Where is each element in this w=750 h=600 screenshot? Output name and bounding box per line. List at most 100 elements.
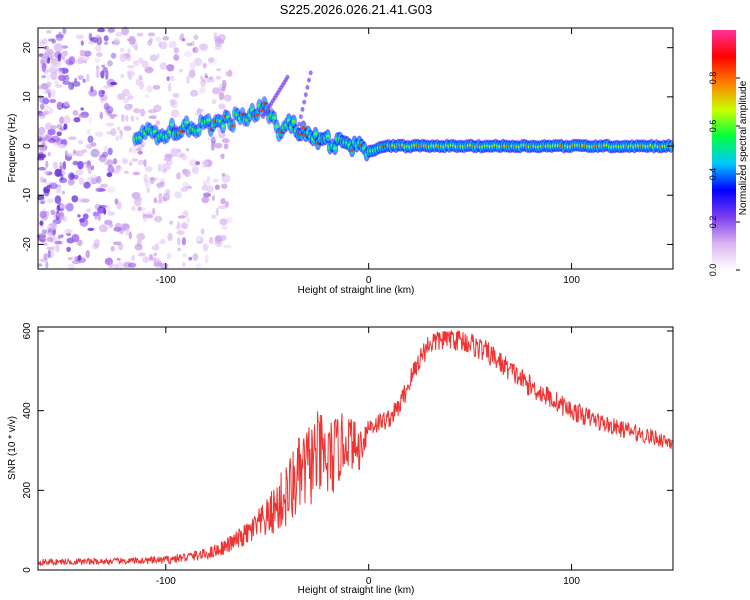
spectrogram-noise-blob <box>208 57 215 63</box>
spectrogram-noise-blob <box>45 261 49 269</box>
spectrogram-noise-blob <box>48 138 56 144</box>
spectrogram-noise-blob <box>168 82 172 92</box>
spectrogram-noise-blob <box>223 244 232 249</box>
spectrogram-noise-blob <box>184 51 193 58</box>
spectrogram-noise-blob <box>98 205 108 209</box>
ridge-core <box>138 135 143 139</box>
spectrogram-noise-blob <box>107 211 116 216</box>
snr-frame <box>37 326 674 571</box>
spectrogram-noise-blob <box>80 40 84 46</box>
spectrogram-noise-blob <box>63 123 68 130</box>
spectrogram-noise-blob <box>144 94 150 98</box>
spectrogram-noise-blob <box>39 41 44 47</box>
spectrogram-noise-blob <box>45 122 52 130</box>
spectrogram-noise-blob <box>99 224 108 233</box>
spectrogram-noise-blob <box>79 218 86 223</box>
spectrogram-noise-blob <box>206 185 214 193</box>
spectrogram-noise-blob <box>40 199 46 204</box>
spectrogram-noise-blob <box>157 163 162 173</box>
spectrogram-noise-blob <box>188 159 198 167</box>
spectrogram-noise-blob <box>145 214 154 219</box>
spectrogram-noise-blob <box>182 38 186 42</box>
spectrogram-noise-blob <box>159 62 167 70</box>
spectrogram-noise-blob <box>77 214 81 218</box>
spectrogram-noise-blob <box>116 257 121 261</box>
spectrogram-noise-blob <box>166 64 175 72</box>
spectrogram-noise-blob <box>89 175 99 184</box>
spectrogram-noise-blob <box>106 172 113 178</box>
spectrogram-noise-blob <box>56 204 60 213</box>
spectrogram-noise-blob <box>54 84 63 88</box>
spectrogram-noise-blob <box>186 217 190 224</box>
spectrogram-noise-blob <box>164 154 173 159</box>
spectrogram-noise-blob <box>87 165 92 174</box>
ridge-streak <box>285 74 290 80</box>
spectrogram-noise-blob <box>65 202 74 212</box>
spectrogram-noise-blob <box>105 122 115 127</box>
spectrogram-noise-blob <box>64 100 70 107</box>
ridge-core <box>169 122 174 127</box>
ridge-core <box>313 132 318 136</box>
spectrogram-noise-blob <box>59 127 65 131</box>
spectrogram-noise-blob <box>63 115 71 124</box>
spectrogram-noise-blob <box>125 52 132 62</box>
spectrogram-noise-blob <box>93 238 100 248</box>
spectrogram-noise-blob <box>68 172 75 181</box>
spectrogram-noise-blob <box>113 37 121 46</box>
spectrogram-noise-blob <box>38 166 47 171</box>
spectrogram-noise-blob <box>50 89 56 98</box>
spectrogram-noise-blob <box>57 53 62 62</box>
x-tick-label: 0 <box>366 275 372 286</box>
spectrogram-noise-blob <box>52 218 62 225</box>
spectrogram-noise-blob <box>149 54 158 62</box>
spectrogram-noise-blob <box>218 103 226 110</box>
spectrogram-noise-blob <box>152 84 161 90</box>
spectrogram-noise-blob <box>75 169 84 176</box>
colorbar-tick-label: 0.6 <box>708 120 718 133</box>
spectrogram-noise-blob <box>38 85 43 90</box>
spectrogram-noise-blob <box>59 116 65 125</box>
spectrogram-noise-blob <box>121 26 130 36</box>
spectrogram-noise-blob <box>69 173 76 179</box>
spectrogram-noise-blob <box>211 87 221 95</box>
spectrogram-noise-blob <box>115 135 120 142</box>
spectrogram-noise-blob <box>197 108 205 113</box>
spectrogram-noise-blob <box>61 45 69 49</box>
spectrogram-noise-blob <box>209 236 214 244</box>
spectrogram-noise-blob <box>122 157 126 164</box>
spectrogram-noise-blob <box>101 64 106 68</box>
spectrogram-noise-blob <box>206 175 211 183</box>
spectrogram-noise-blob <box>73 117 81 123</box>
spectrogram-noise-blob <box>189 89 199 97</box>
spectrogram-noise-blob <box>37 39 43 44</box>
spectrogram-noise-blob <box>53 61 62 67</box>
spectrogram-noise-blob <box>43 70 49 75</box>
spectrogram-noise-blob <box>201 159 208 168</box>
spectrogram-noise-blob <box>105 203 111 213</box>
spectrogram-noise-blob <box>181 237 187 246</box>
spectrogram-noise-blob <box>42 97 50 105</box>
spectrogram-noise-blob <box>168 40 177 49</box>
spectrogram-noise-blob <box>67 257 74 261</box>
spectrogram-noise-blob <box>59 203 67 209</box>
spectrogram-noise-blob <box>221 225 228 230</box>
spectrogram-noise-blob <box>167 232 173 242</box>
x-tick-label: 100 <box>563 576 580 587</box>
spectrogram-noise-blob <box>48 92 52 98</box>
spectrogram-noise-blob <box>121 113 125 123</box>
spectrogram-noise-blob <box>62 27 67 35</box>
spectrogram-noise-blob <box>216 242 222 248</box>
colorbar: 0.0 0.2 0.4 0.6 0.8 Normalized spectral ampl… <box>708 30 749 276</box>
spectrogram-noise-blob <box>214 142 223 149</box>
spectrogram-noise-blob <box>66 153 74 157</box>
spectrogram-noise-blob <box>54 51 62 59</box>
spectrogram-noise-blob <box>153 215 163 223</box>
spectrogram-noise-blob <box>173 47 180 54</box>
spectrogram-noise-blob <box>180 222 189 230</box>
spectrogram-noise-blob <box>61 190 66 195</box>
spectrogram-noise-blob <box>94 151 101 155</box>
spectrogram-noise-blob <box>100 95 104 104</box>
spectrogram-noise-blob <box>77 56 84 65</box>
spectrogram-noise-blob <box>195 161 201 166</box>
spectrogram-noise-blob <box>104 219 113 225</box>
